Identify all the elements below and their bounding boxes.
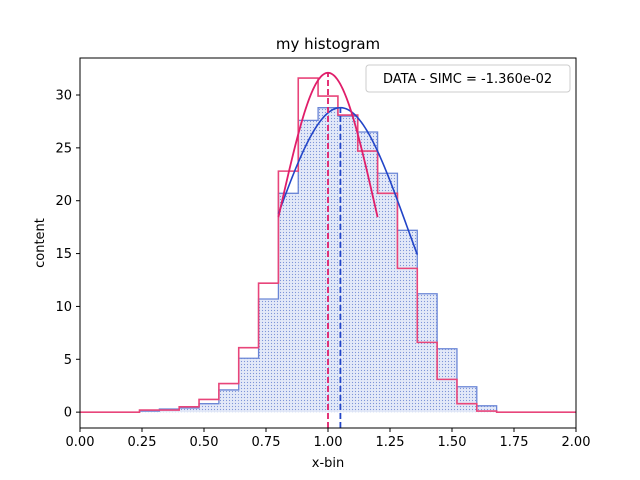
x-tick-label: 1.25 [376, 435, 405, 450]
data-histogram-step [80, 77, 576, 413]
simc-gaussian-fit [277, 106, 419, 255]
simc-bar [357, 132, 378, 413]
y-tick-label: 5 [64, 353, 72, 368]
simc-bar [456, 386, 477, 413]
simc-histogram [139, 107, 497, 413]
x-tick-label: 1.00 [314, 435, 343, 450]
simc-bar [238, 358, 259, 413]
simc-bar [437, 348, 457, 413]
legend: DATA - SIMC = -1.360e-02 [365, 64, 571, 93]
y-tick-label: 15 [55, 247, 72, 262]
simc-bar [218, 389, 239, 413]
y-tick-label: 10 [55, 300, 72, 315]
x-tick-label: 1.50 [438, 435, 467, 450]
simc-bar [298, 120, 319, 413]
simc-bar [179, 407, 200, 413]
simc-bar [199, 403, 219, 413]
simc-bar [337, 116, 358, 413]
y-tick-label: 30 [55, 89, 72, 104]
x-axis: 0.00 0.25 0.50 0.75 1.00 1.25 1.50 1.75 2.00 [66, 428, 591, 450]
y-tick-label: 20 [55, 194, 72, 209]
simc-bar [397, 230, 418, 413]
x-tick-label: 0.00 [66, 435, 95, 450]
chart-title: my histogram [276, 35, 380, 53]
y-tick-label: 0 [64, 406, 72, 421]
legend-text: DATA - SIMC = -1.360e-02 [383, 72, 552, 87]
x-tick-label: 1.75 [500, 435, 529, 450]
y-axis: 0 5 10 15 20 25 30 [55, 89, 80, 421]
y-tick-label: 25 [55, 141, 72, 156]
simc-bar [476, 405, 497, 413]
x-tick-label: 0.25 [128, 435, 157, 450]
y-axis-label: content [33, 218, 48, 268]
simc-bar [377, 173, 398, 413]
simc-bar [278, 193, 299, 413]
plot-area [80, 71, 576, 428]
simc-bar [318, 107, 338, 413]
x-tick-label: 0.75 [252, 435, 281, 450]
simc-bar [417, 293, 438, 413]
legend-box [365, 64, 571, 93]
x-tick-label: 2.00 [562, 435, 591, 450]
x-axis-label: x-bin [312, 456, 345, 471]
simc-bar [258, 299, 279, 413]
x-tick-label: 0.50 [190, 435, 219, 450]
